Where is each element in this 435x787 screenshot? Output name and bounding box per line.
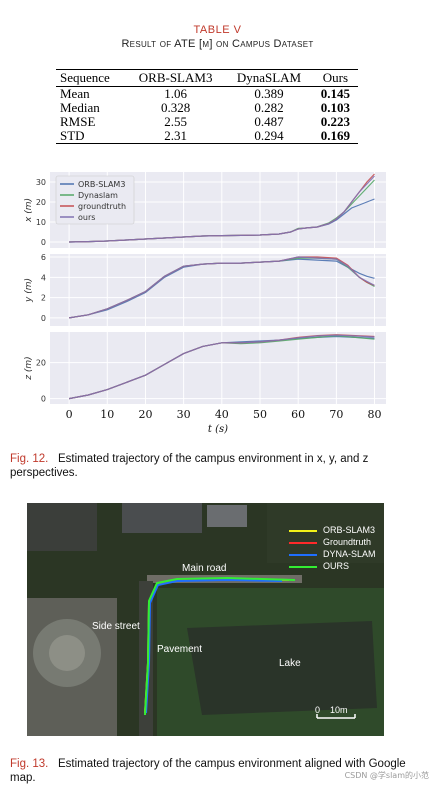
table-cell: 0.294 — [254, 128, 284, 143]
y-tick-label: 6 — [41, 253, 46, 262]
table-cell: 0.328 — [160, 100, 191, 115]
table-subtitle: Result of ATE [m] on Campus Dataset — [121, 38, 314, 50]
x-tick-label: 10 — [100, 408, 114, 421]
table-row: Mean 1.06 0.389 0.145 — [56, 87, 358, 102]
table-cell-best: 0.145 — [320, 86, 351, 101]
y-tick-label: 10 — [36, 218, 46, 227]
label-pavement: Pavement — [157, 644, 203, 655]
y-tick-label: 20 — [36, 359, 46, 368]
table-title: TABLE V — [193, 24, 242, 36]
table-cell: 2.55 — [164, 114, 187, 129]
fig12-caption-label: Fig. 12. — [10, 453, 49, 465]
x-tick-label: 70 — [329, 408, 343, 421]
legend-orb-slam3: ORB-SLAM3 — [323, 525, 376, 535]
table-cell: Mean — [60, 86, 90, 101]
y-axis-label: y (m) — [24, 278, 34, 303]
table-header-cell: DynaSLAM — [236, 70, 302, 85]
table-row: Median 0.328 0.282 0.103 — [56, 101, 358, 115]
x-tick-label: 0 — [66, 408, 73, 421]
fig13-caption-label: Fig. 13. — [10, 758, 49, 770]
table-header-row: Sequence ORB-SLAM3 DynaSLAM Ours — [56, 69, 358, 87]
x-tick-label: 20 — [138, 408, 152, 421]
table-header-cell: Sequence — [60, 70, 110, 85]
table-row: STD 2.31 0.294 0.169 — [56, 129, 358, 144]
label-side-street: Side street — [92, 621, 140, 632]
table-cell: Median — [60, 100, 100, 115]
y-tick-label: 20 — [36, 198, 46, 207]
table-cell-best: 0.169 — [320, 128, 351, 143]
x-axis-label: t (s) — [208, 424, 228, 435]
series-line-ours — [69, 256, 375, 319]
legend-label: Dynaslam — [78, 191, 118, 200]
table-cell: 0.389 — [254, 86, 284, 101]
x-tick-label: 50 — [253, 408, 267, 421]
fig13-caption-text: Estimated trajectory of the campus envir… — [10, 758, 406, 784]
table-cell: 0.487 — [254, 114, 284, 129]
table-header-cell: ORB-SLAM3 — [138, 70, 213, 85]
y-tick-label: 0 — [41, 395, 46, 404]
table-cell-best: 0.223 — [320, 114, 351, 129]
campus-map: ORB-SLAM3 Groundtruth DYNA-SLAM OURS Mai… — [27, 503, 384, 736]
fig13-caption: Fig. 13. Estimated trajectory of the cam… — [10, 757, 422, 785]
ate-table: Sequence ORB-SLAM3 DynaSLAM Ours Mean 1.… — [56, 69, 358, 144]
x-tick-label: 30 — [177, 408, 191, 421]
y-axis-label: z (m) — [24, 356, 34, 380]
table-cell: 2.31 — [164, 128, 187, 143]
series-line-ours — [69, 175, 375, 243]
legend-label: groundtruth — [78, 202, 126, 211]
table-cell: 0.282 — [254, 100, 284, 115]
y-tick-label: 2 — [41, 294, 46, 303]
table-cell: 1.06 — [164, 86, 187, 101]
fig12-caption: Fig. 12. Estimated trajectory of the cam… — [10, 452, 422, 480]
legend-label: ORB-SLAM3 — [78, 180, 125, 189]
legend-label: ours — [78, 213, 95, 222]
x-tick-label: 60 — [291, 408, 305, 421]
y-tick-label: 0 — [41, 314, 46, 323]
y-tick-label: 30 — [36, 178, 46, 187]
table-cell: RMSE — [60, 114, 96, 129]
series-line-ours — [68, 334, 375, 400]
plot-background — [50, 254, 386, 326]
legend-groundtruth: Groundtruth — [323, 537, 372, 547]
label-main-road: Main road — [182, 563, 227, 574]
table-cell: STD — [60, 128, 85, 143]
y-tick-label: 4 — [41, 273, 46, 282]
legend-ours: OURS — [323, 561, 350, 571]
scale-label: 0 10m — [315, 705, 348, 715]
table-cell-best: 0.103 — [320, 100, 351, 115]
csdn-watermark: CSDN @学slam的小范 — [344, 771, 429, 780]
fig12-caption-text: Estimated trajectory of the campus envir… — [10, 453, 369, 479]
x-tick-label: 80 — [368, 408, 382, 421]
x-tick-label: 40 — [215, 408, 229, 421]
plot-background — [50, 332, 386, 404]
legend-box — [55, 175, 135, 225]
y-axis-label: x (m) — [24, 198, 34, 223]
y-tick-label: 0 — [41, 238, 46, 247]
table-row: RMSE 2.55 0.487 0.223 — [56, 115, 358, 129]
label-lake: Lake — [279, 658, 301, 669]
table-header-cell: Ours — [322, 70, 349, 85]
legend-dyna-slam: DYNA-SLAM — [323, 549, 376, 559]
